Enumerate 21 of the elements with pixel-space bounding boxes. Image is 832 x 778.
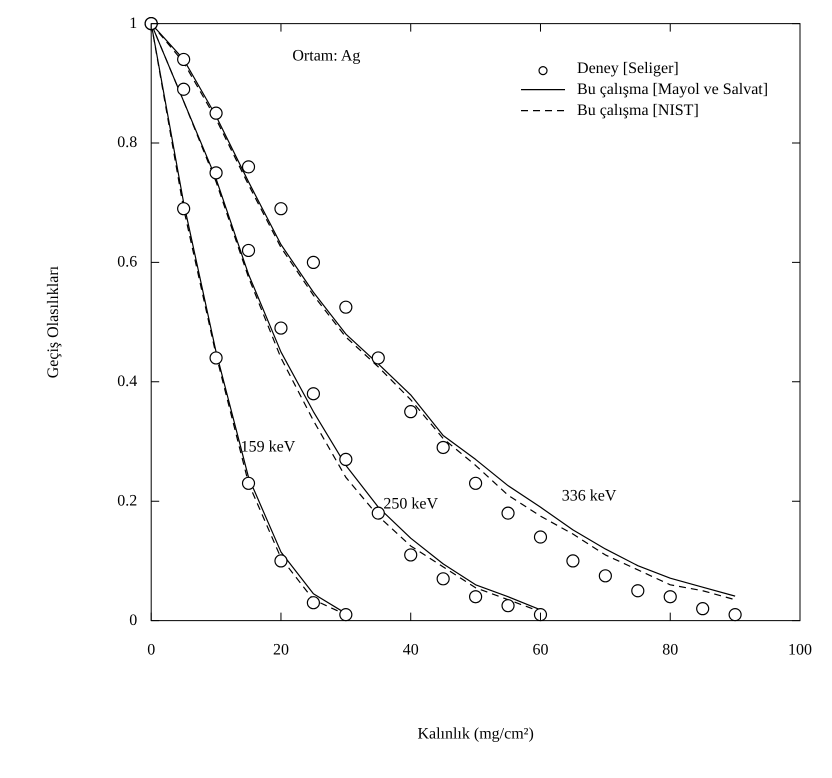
annotation: Ortam: Ag — [292, 48, 360, 65]
y-tick-label: 0.8 — [117, 134, 138, 152]
x-tick-label: 20 — [272, 641, 289, 658]
x-tick-label: 60 — [532, 641, 548, 658]
annotation: 159 keV — [240, 438, 296, 456]
y-tick-label: 0.2 — [117, 492, 138, 510]
annotation: 336 keV — [562, 488, 617, 505]
x-tick-label: 40 — [402, 641, 419, 658]
x-axis-title: Kalınlık (mg/cm²) — [417, 726, 534, 743]
y-tick-label: 1 — [129, 14, 138, 32]
x-tick-label: 100 — [788, 641, 812, 658]
annotation: 250 keV — [383, 495, 438, 512]
y-tick-label: 0.4 — [117, 373, 138, 390]
legend-label: Bu çalışma [Mayol ve Salvat] — [577, 80, 768, 98]
y-tick-label: 0.6 — [117, 254, 138, 271]
y-axis-title: Geçiş Olasılıkları — [44, 265, 62, 378]
x-tick-label: 80 — [662, 641, 678, 658]
legend-label: Bu çalışma [NIST] — [577, 102, 699, 119]
y-tick-label: 0 — [129, 612, 138, 629]
x-tick-label: 0 — [147, 641, 156, 658]
legend-label: Deney [Seliger] — [577, 60, 679, 77]
